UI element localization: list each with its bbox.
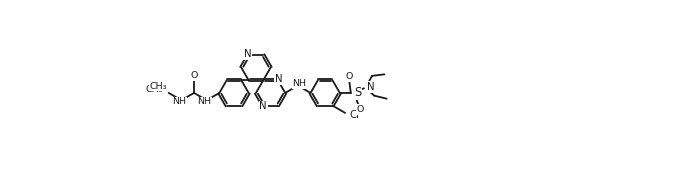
Text: CH₃: CH₃: [150, 82, 167, 91]
Text: CH₃: CH₃: [146, 85, 163, 94]
Text: NH: NH: [197, 97, 211, 106]
Text: Cl: Cl: [349, 110, 359, 120]
Text: N: N: [244, 49, 252, 59]
Text: O: O: [346, 72, 353, 81]
Text: N: N: [260, 101, 267, 111]
Text: NH: NH: [172, 97, 186, 106]
Text: O: O: [356, 105, 364, 114]
Text: O: O: [190, 71, 197, 80]
Text: N: N: [367, 82, 374, 92]
Text: NH: NH: [293, 79, 307, 88]
Text: S: S: [354, 86, 361, 99]
Text: N: N: [275, 75, 283, 84]
